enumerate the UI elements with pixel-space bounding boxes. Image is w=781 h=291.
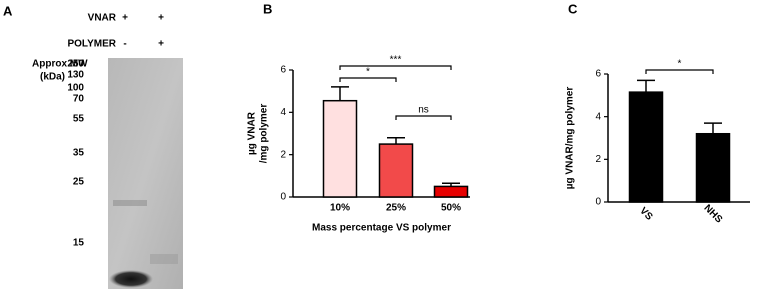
x-tick-label: 10%: [330, 203, 350, 214]
gel-image: [108, 58, 183, 289]
mw-title: (kDa): [40, 72, 65, 83]
significance-label: ***: [390, 55, 402, 66]
x-tick-label: 50%: [441, 203, 461, 214]
mw-marker: 130: [67, 70, 84, 81]
y-tick-label: 4: [280, 107, 286, 118]
mw-title: Approx MW: [32, 59, 88, 70]
row-label: POLYMER: [67, 39, 116, 50]
mw-marker: 250: [67, 59, 84, 70]
y-tick-label: 0: [280, 192, 286, 203]
mw-marker: 35: [73, 148, 85, 159]
x-axis-label: Mass percentage VS polymer: [312, 223, 451, 234]
x-tick-label: NHS: [702, 203, 725, 226]
x-tick-label: VS: [637, 205, 654, 222]
gel-band: [113, 200, 147, 206]
x-tick-label: 25%: [386, 203, 406, 214]
significance-bracket: [645, 69, 714, 74]
y-tick-label: 0: [595, 197, 601, 208]
significance-bracket: [339, 77, 397, 82]
gel-band: [109, 270, 153, 288]
mw-marker: 55: [73, 114, 85, 125]
lane-sign: +: [122, 13, 128, 24]
significance-bracket: [395, 115, 452, 120]
significance-label: *: [678, 59, 682, 70]
mw-marker: 100: [67, 83, 84, 94]
y-tick-label: 2: [595, 154, 601, 165]
y-tick-label: 6: [595, 69, 601, 80]
mw-marker: 25: [73, 177, 85, 188]
panel-letter: A: [3, 3, 13, 18]
significance-bracket: [339, 65, 452, 70]
y-tick-label: 6: [280, 65, 286, 76]
bar: [695, 132, 731, 203]
mw-marker: 70: [73, 94, 85, 105]
mw-marker: 15: [73, 238, 85, 249]
lane-sign: +: [158, 39, 164, 50]
y-axis-label: µg VNAR/mg polymer: [565, 87, 576, 190]
bar: [433, 185, 469, 198]
lane-sign: -: [123, 39, 126, 50]
panel-letter: B: [263, 1, 272, 16]
gel-band: [150, 254, 178, 264]
panel-letter: C: [568, 1, 578, 16]
row-label: VNAR: [88, 13, 117, 24]
bar: [378, 143, 414, 198]
y-axis-label: /mg polymer: [259, 104, 270, 164]
bar: [628, 91, 664, 203]
significance-label: *: [366, 67, 370, 78]
y-tick-label: 4: [595, 111, 601, 122]
y-tick-label: 2: [280, 149, 286, 160]
lane-sign: +: [158, 13, 164, 24]
y-axis-label: µg VNAR: [247, 111, 258, 155]
significance-label: ns: [418, 105, 429, 116]
bar: [322, 99, 358, 198]
